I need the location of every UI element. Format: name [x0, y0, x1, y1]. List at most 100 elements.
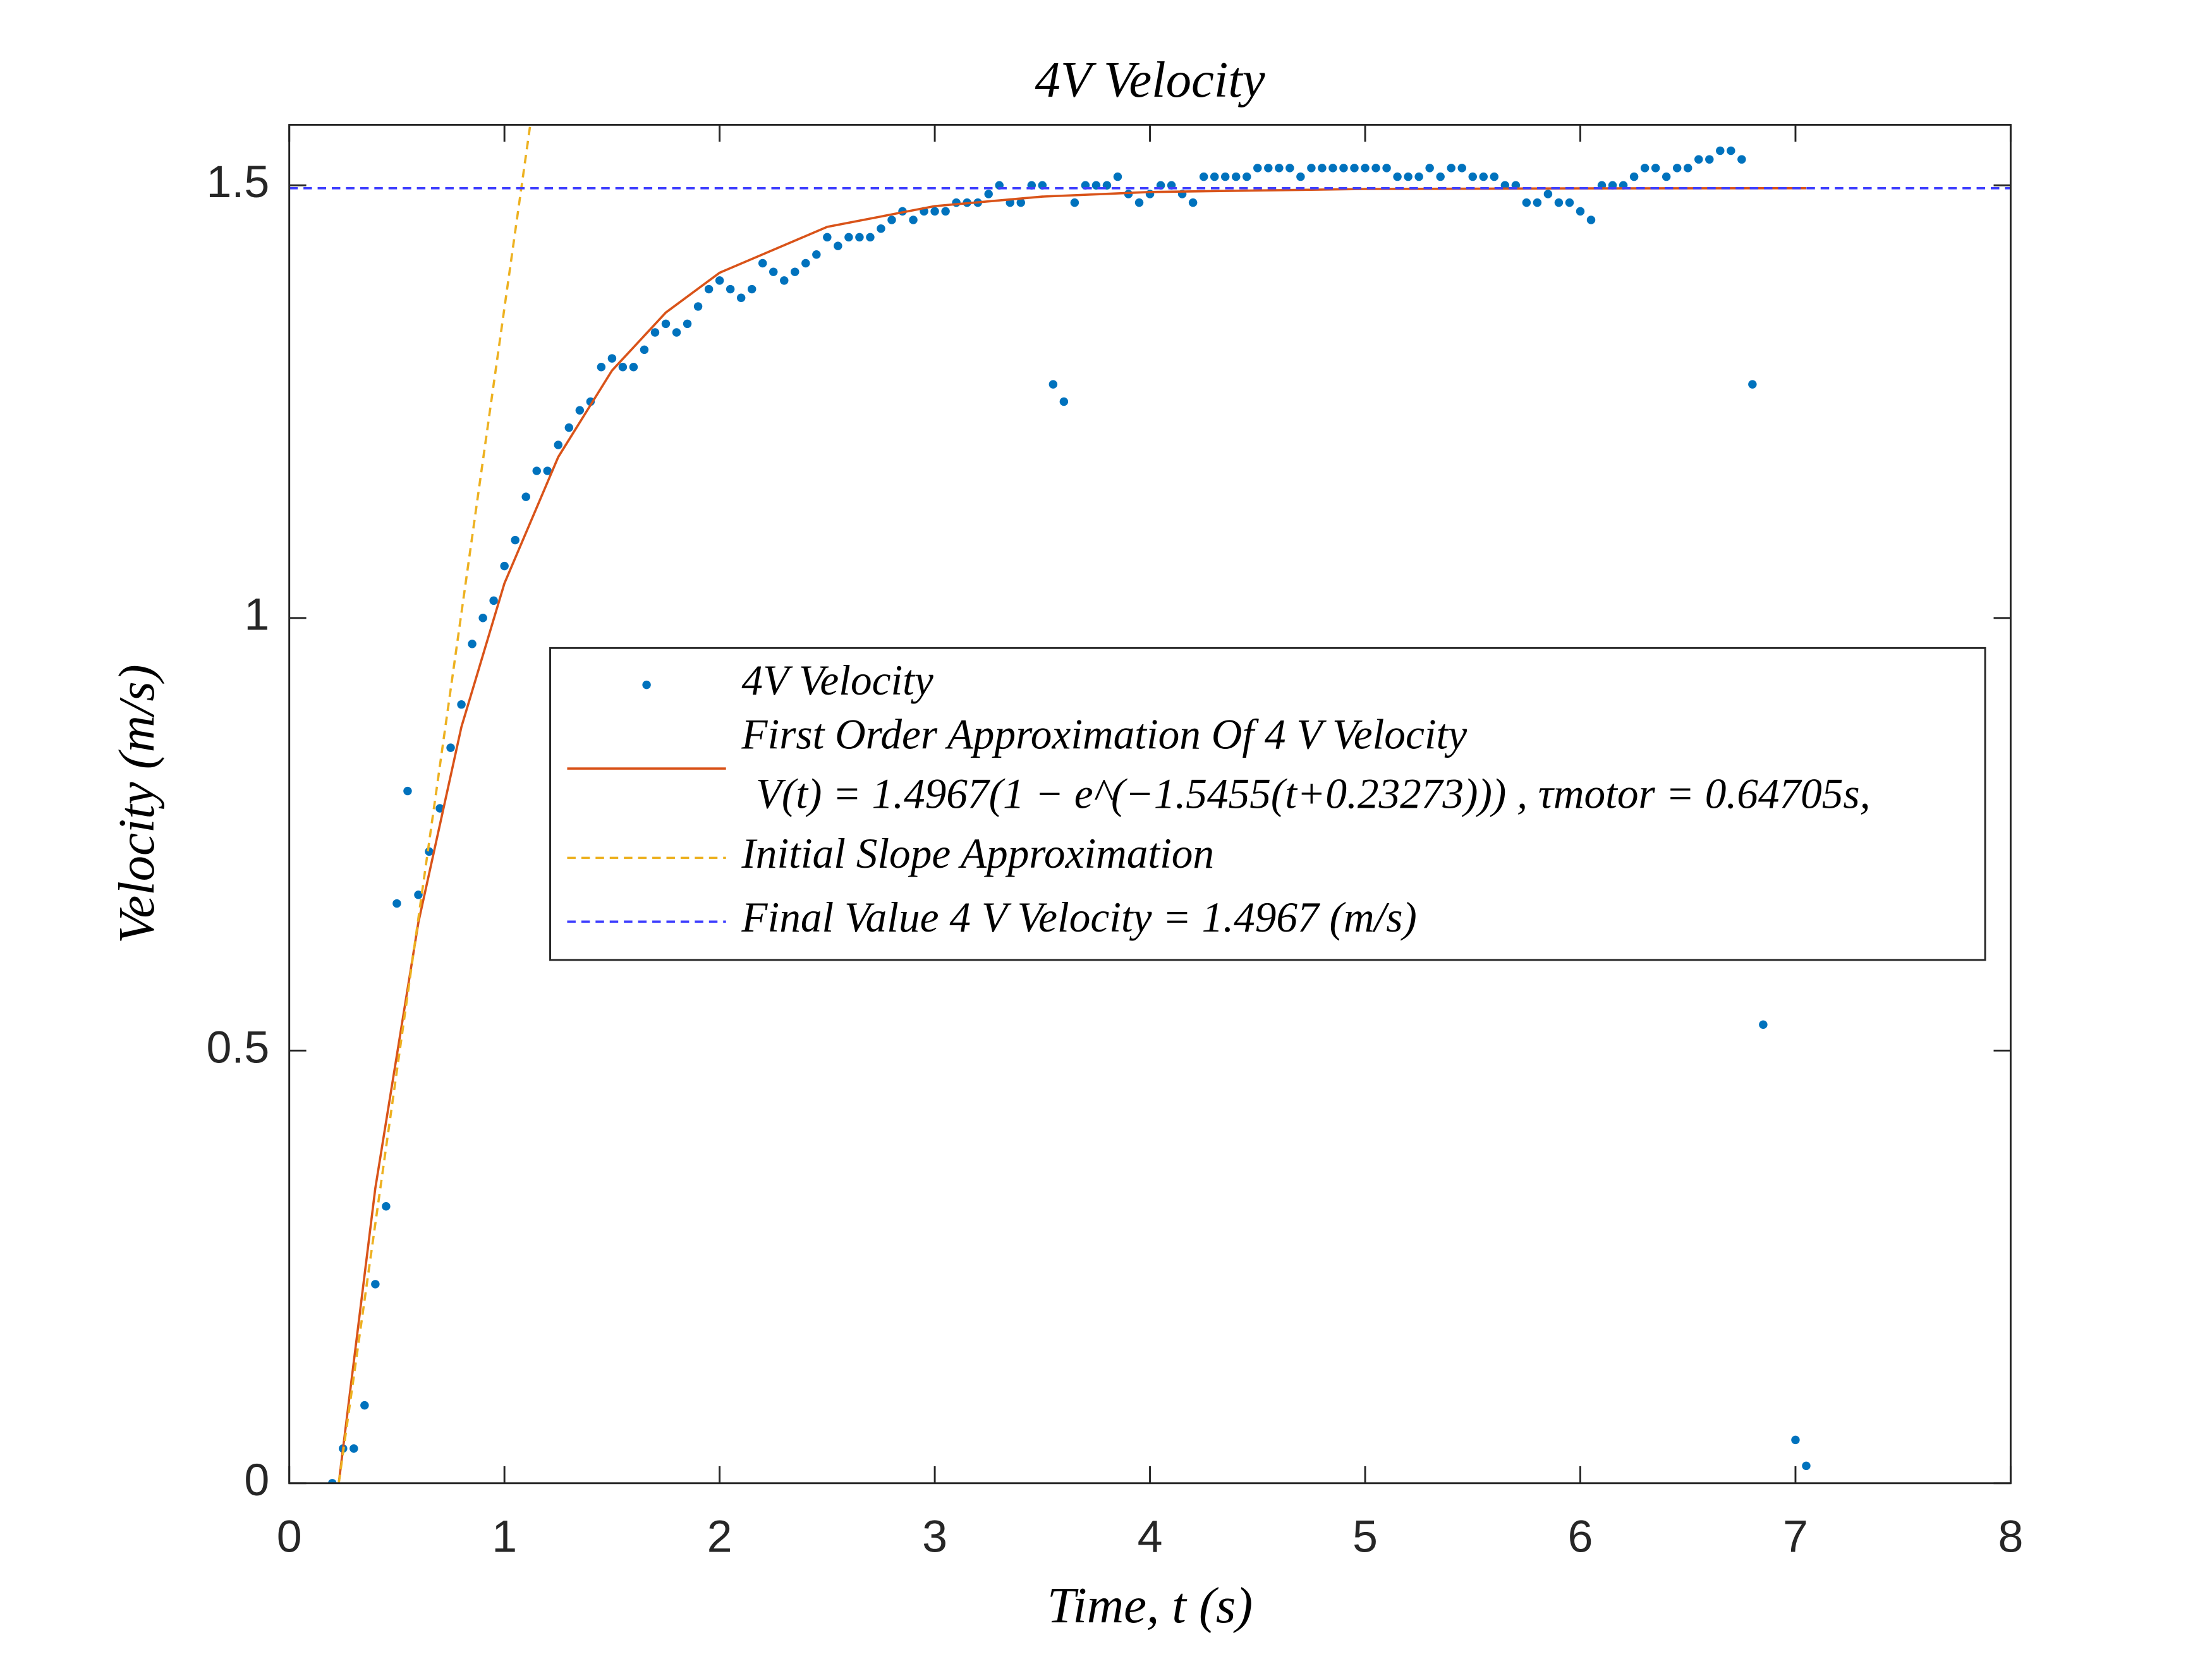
x-tick-label: 3: [922, 1512, 947, 1562]
data-point: [1479, 172, 1488, 181]
data-point: [1705, 155, 1714, 164]
data-point: [1683, 164, 1692, 173]
data-point: [941, 207, 950, 216]
y-axis-label: Velocity (m/s): [109, 664, 165, 944]
data-point: [1253, 164, 1262, 173]
chart-title: 4V Velocity: [1035, 52, 1265, 108]
x-tick-label: 6: [1568, 1512, 1593, 1562]
data-point: [1468, 172, 1477, 181]
x-tick-label: 5: [1352, 1512, 1378, 1562]
data-point: [887, 216, 896, 224]
data-point: [629, 363, 638, 372]
data-point: [1565, 198, 1574, 207]
data-point: [877, 224, 885, 233]
legend-equation: V(t) = 1.4967(1 − e^(−1.5455(t+0.23273))…: [756, 770, 1871, 818]
data-point: [1328, 164, 1337, 173]
data-point: [1264, 164, 1273, 173]
data-point: [1727, 146, 1735, 155]
data-point: [866, 233, 875, 242]
data-point: [446, 743, 455, 752]
legend-label: 4V Velocity: [741, 657, 933, 704]
data-point: [489, 596, 498, 605]
data-point: [1371, 164, 1380, 173]
x-axis-label: Time, t (s): [1047, 1577, 1253, 1634]
data-point: [1802, 1461, 1811, 1471]
data-point: [1059, 397, 1069, 406]
data-point: [1522, 198, 1531, 207]
y-tick-label: 0: [244, 1455, 269, 1505]
legend: 4V Velocity First Order Approximation Of …: [549, 647, 1986, 961]
data-point: [758, 258, 767, 268]
x-tick-label: 4: [1138, 1512, 1163, 1562]
data-point: [650, 328, 660, 337]
data-point: [618, 363, 628, 372]
data-point: [1457, 164, 1466, 173]
data-point: [1361, 164, 1370, 173]
legend-label: Initial Slope Approximation: [741, 830, 1214, 877]
data-point: [349, 1444, 358, 1453]
data-point: [1210, 172, 1219, 181]
x-tick-label: 0: [277, 1512, 302, 1562]
data-point: [1220, 172, 1230, 181]
data-point: [1382, 164, 1391, 173]
legend-label: Final Value 4 V Velocity = 1.4967 (m/s): [741, 894, 1416, 941]
data-point: [1113, 172, 1122, 181]
axes-frame: [288, 123, 2012, 1485]
data-point: [1307, 164, 1316, 173]
legend-label: First Order Approximation Of 4 V Velocit…: [741, 710, 1467, 758]
data-point: [457, 700, 466, 709]
data-point: [1393, 172, 1402, 181]
y-tick-label: 0.5: [206, 1022, 269, 1073]
y-tick-label: 1: [244, 590, 269, 640]
data-point: [392, 899, 401, 908]
data-point: [780, 276, 789, 285]
data-point: [543, 466, 552, 475]
data-point: [1134, 198, 1144, 207]
data-point: [726, 284, 735, 294]
y-tick-label: 1.5: [206, 157, 269, 207]
data-point: [715, 276, 724, 285]
data-point: [1404, 172, 1413, 181]
data-point: [640, 345, 649, 355]
data-point: [736, 293, 746, 302]
data-point: [1318, 164, 1327, 173]
data-point: [672, 328, 681, 337]
data-point: [1672, 164, 1682, 173]
data-point: [1296, 172, 1305, 181]
axes: 0 1 2 3 4 5 6 7 8 0 0.5 1 1.5: [206, 125, 2023, 1562]
data-point: [1188, 198, 1198, 207]
data-point: [952, 198, 961, 207]
data-point: [693, 302, 703, 311]
data-point: [984, 190, 993, 198]
data-point: [704, 284, 714, 294]
data-point: [844, 233, 853, 242]
data-point: [855, 233, 864, 242]
data-point: [1232, 172, 1241, 181]
data-point: [1662, 172, 1671, 181]
data-point: [382, 1201, 391, 1211]
data-point: [1586, 216, 1596, 224]
data-point: [1576, 207, 1585, 216]
data-point: [812, 250, 821, 259]
data-point: [1199, 172, 1208, 181]
data-point: [1737, 155, 1746, 164]
data-point: [834, 241, 842, 250]
data-point: [791, 267, 799, 276]
data-point: [909, 216, 918, 224]
legend-marker: [642, 680, 651, 690]
data-point: [1651, 164, 1660, 173]
data-point: [747, 284, 757, 294]
data-point: [769, 267, 778, 276]
data-point: [1016, 198, 1026, 207]
data-point: [1436, 172, 1445, 181]
data-point: [1490, 172, 1499, 181]
data-point: [607, 354, 617, 363]
data-point: [1275, 164, 1284, 173]
data-point: [360, 1401, 369, 1410]
data-point: [1748, 380, 1757, 389]
legend-box: [549, 647, 1986, 961]
data-point: [930, 207, 939, 216]
data-point: [801, 258, 810, 268]
x-tick-label: 1: [492, 1512, 517, 1562]
